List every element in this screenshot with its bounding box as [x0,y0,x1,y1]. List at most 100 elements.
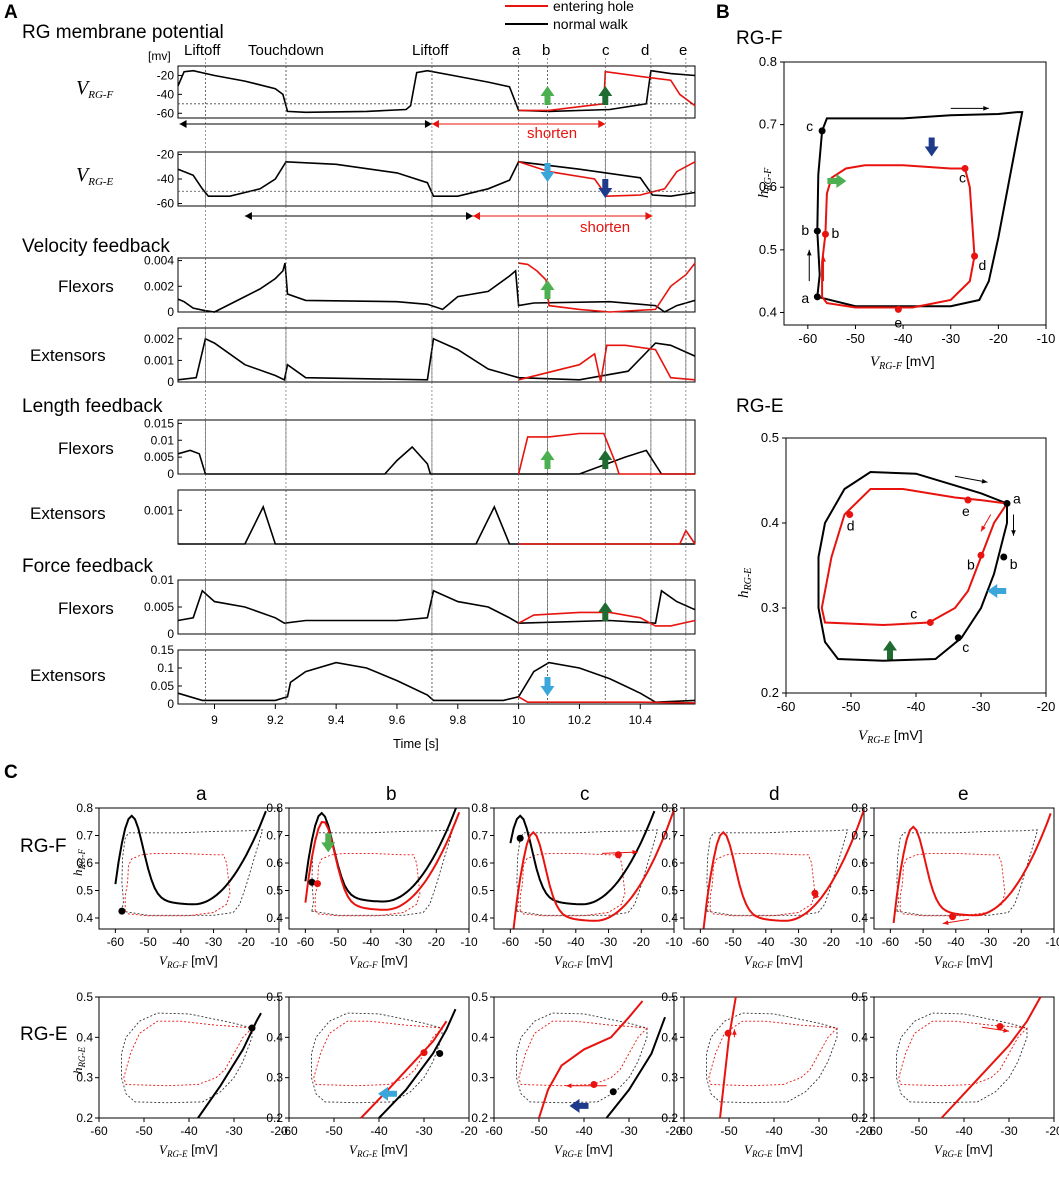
xlabel-unit: [mV] [377,1142,407,1157]
c-rgf-nullcline [509,810,656,906]
c-cycle-normal-dashed [706,1012,838,1104]
legend: entering hole normal walk [505,0,634,32]
xlabel-sub: RG-E [866,735,890,746]
b-rge-point-d [846,511,854,518]
c-rge-point [248,1024,256,1032]
c-xtick-label: -40 [955,1124,973,1138]
a-ytick-label: -20 [157,68,175,82]
xlabel-sub: RG-E [751,1149,773,1159]
a-arrow-blue [598,179,613,198]
xlabel-sub: RG-F [878,361,903,372]
c-xtick-label: -30 [415,1124,433,1138]
b-rge-point-label-d: d [847,518,855,534]
c-ylabel-rgf: hRG-F [70,849,87,876]
c-xtick-label: -40 [567,935,585,949]
b-rgf-ylabel: hRG-F [756,167,774,198]
b-rge-frame [785,437,1047,694]
panel-letter-b: B [716,2,730,23]
c-xlabel: VRG-E [mV] [554,1142,613,1159]
c-frame [873,807,1055,930]
c-xtick-label: -60 [675,1124,693,1138]
c-cycle-normal-dashed [706,829,849,916]
c-rge-nullcline [719,996,737,1119]
b-rgf-point-label-b_normal: b [801,222,809,238]
c-xlabel: VRG-F [mV] [349,953,408,970]
c-cycle-normal-dashed [311,1012,443,1104]
event-c: c [602,42,610,59]
c-frame [98,807,280,930]
b-rgf-dir-left-head [806,249,812,256]
b-rgf-point-label-b_hole: b [831,225,839,241]
event-a: a [512,42,521,59]
xlabel-sub: RG-E [356,1149,378,1159]
a-xtick-label: 9 [211,713,218,727]
a-period-hole-e-r [645,212,653,220]
b-rgf-point-c_normal [818,127,826,135]
a-ytick-label: 0.002 [144,332,174,346]
plot-layer: -20-40-60-20-40-600.0040.00200.0020.0010… [76,54,1059,1159]
row-label-len-flexors: Flexors [58,439,114,458]
c-ytick-label: 0.8 [661,801,678,815]
c-xtick-label: -60 [280,1124,298,1138]
a-arrow-green-len [540,450,555,469]
c-cycle-normal-dashed [516,829,659,916]
a-ytick-label: 0.01 [151,573,175,587]
xlabel-sub: RG-E [941,1149,963,1159]
a-xtick-label: 10 [512,713,526,727]
c-ytick-label: 0.6 [661,856,678,870]
a-axes-frame [177,579,696,635]
ylabel-sub: RG-E [743,568,754,592]
c-ytick-label: 0.7 [471,829,488,843]
c-frame [683,807,865,930]
b-rge-xtick-label: -50 [842,699,861,714]
svg-text:hRG-E: hRG-E [736,568,754,598]
a-trace-hole [518,344,696,383]
c-rge-point [724,1029,732,1037]
a-axes-frame [177,649,696,705]
c-cycle-hole-dashed [518,1020,648,1087]
a-ytick-label: 0 [167,467,174,481]
b-rge-point-c_normal [954,634,962,642]
c-ytick-label: 0.5 [661,884,678,898]
c-rgf-nullcline [114,810,267,906]
xlabel-sub: RG-F [356,960,378,970]
c-xtick-label: -30 [790,935,808,949]
xlabel-unit: [mV] [772,953,802,968]
c-arrow-cyan [378,1086,397,1101]
c-ytick-label: 0.7 [76,829,93,843]
a-trace-hole [518,528,696,545]
c-rge-nullcline [538,1000,644,1119]
c-xtick-label: -50 [914,935,932,949]
c-xtick-label: -60 [297,935,315,949]
c-ytick-label: 0.2 [266,1111,283,1125]
c-xtick-label: -60 [692,935,710,949]
a-axes-frame [177,65,696,119]
c-ytick-label: 0.3 [471,1071,488,1085]
c-rgf-nullcline [512,809,675,929]
b-arrow-green [827,173,847,188]
c-rgf-nullcline [702,809,865,929]
b-rge-dir-red-head [981,525,986,532]
svg-text:VRG-F [mV]: VRG-F [mV] [870,353,935,372]
c-xtick-label: -30 [225,1124,243,1138]
c-xtick-label: -40 [765,1124,783,1138]
a-ytick-label: 0 [167,375,174,389]
a-arrow-darkgreen-len [598,450,613,469]
b-rgf-ytick-label: 0.5 [759,242,777,257]
c-ytick-label: 0.5 [266,990,283,1004]
svg-text:hRG-E: hRG-E [70,1047,87,1074]
c-ytick-label: 0.2 [76,1111,93,1125]
b-rgf-point-label-a: a [801,290,809,306]
a-xtick-label: 10.4 [629,713,653,727]
a-ytick-label: 0 [167,697,174,711]
c-ytick-label: 0.4 [266,911,283,925]
c-xtick-label: -40 [172,935,190,949]
c-xtick-label: -20 [1013,935,1031,949]
c-row-rge: RG-E [20,1024,68,1045]
b-rgf-point-label-c_hole: c [959,169,966,185]
ylabel-sub: RG-F [77,849,87,871]
c-ytick-label: 0.2 [471,1111,488,1125]
c-ytick-label: 0.4 [471,1030,488,1044]
c-xtick-label: -10 [1045,935,1059,949]
a-period-normal-f-l [179,120,187,128]
